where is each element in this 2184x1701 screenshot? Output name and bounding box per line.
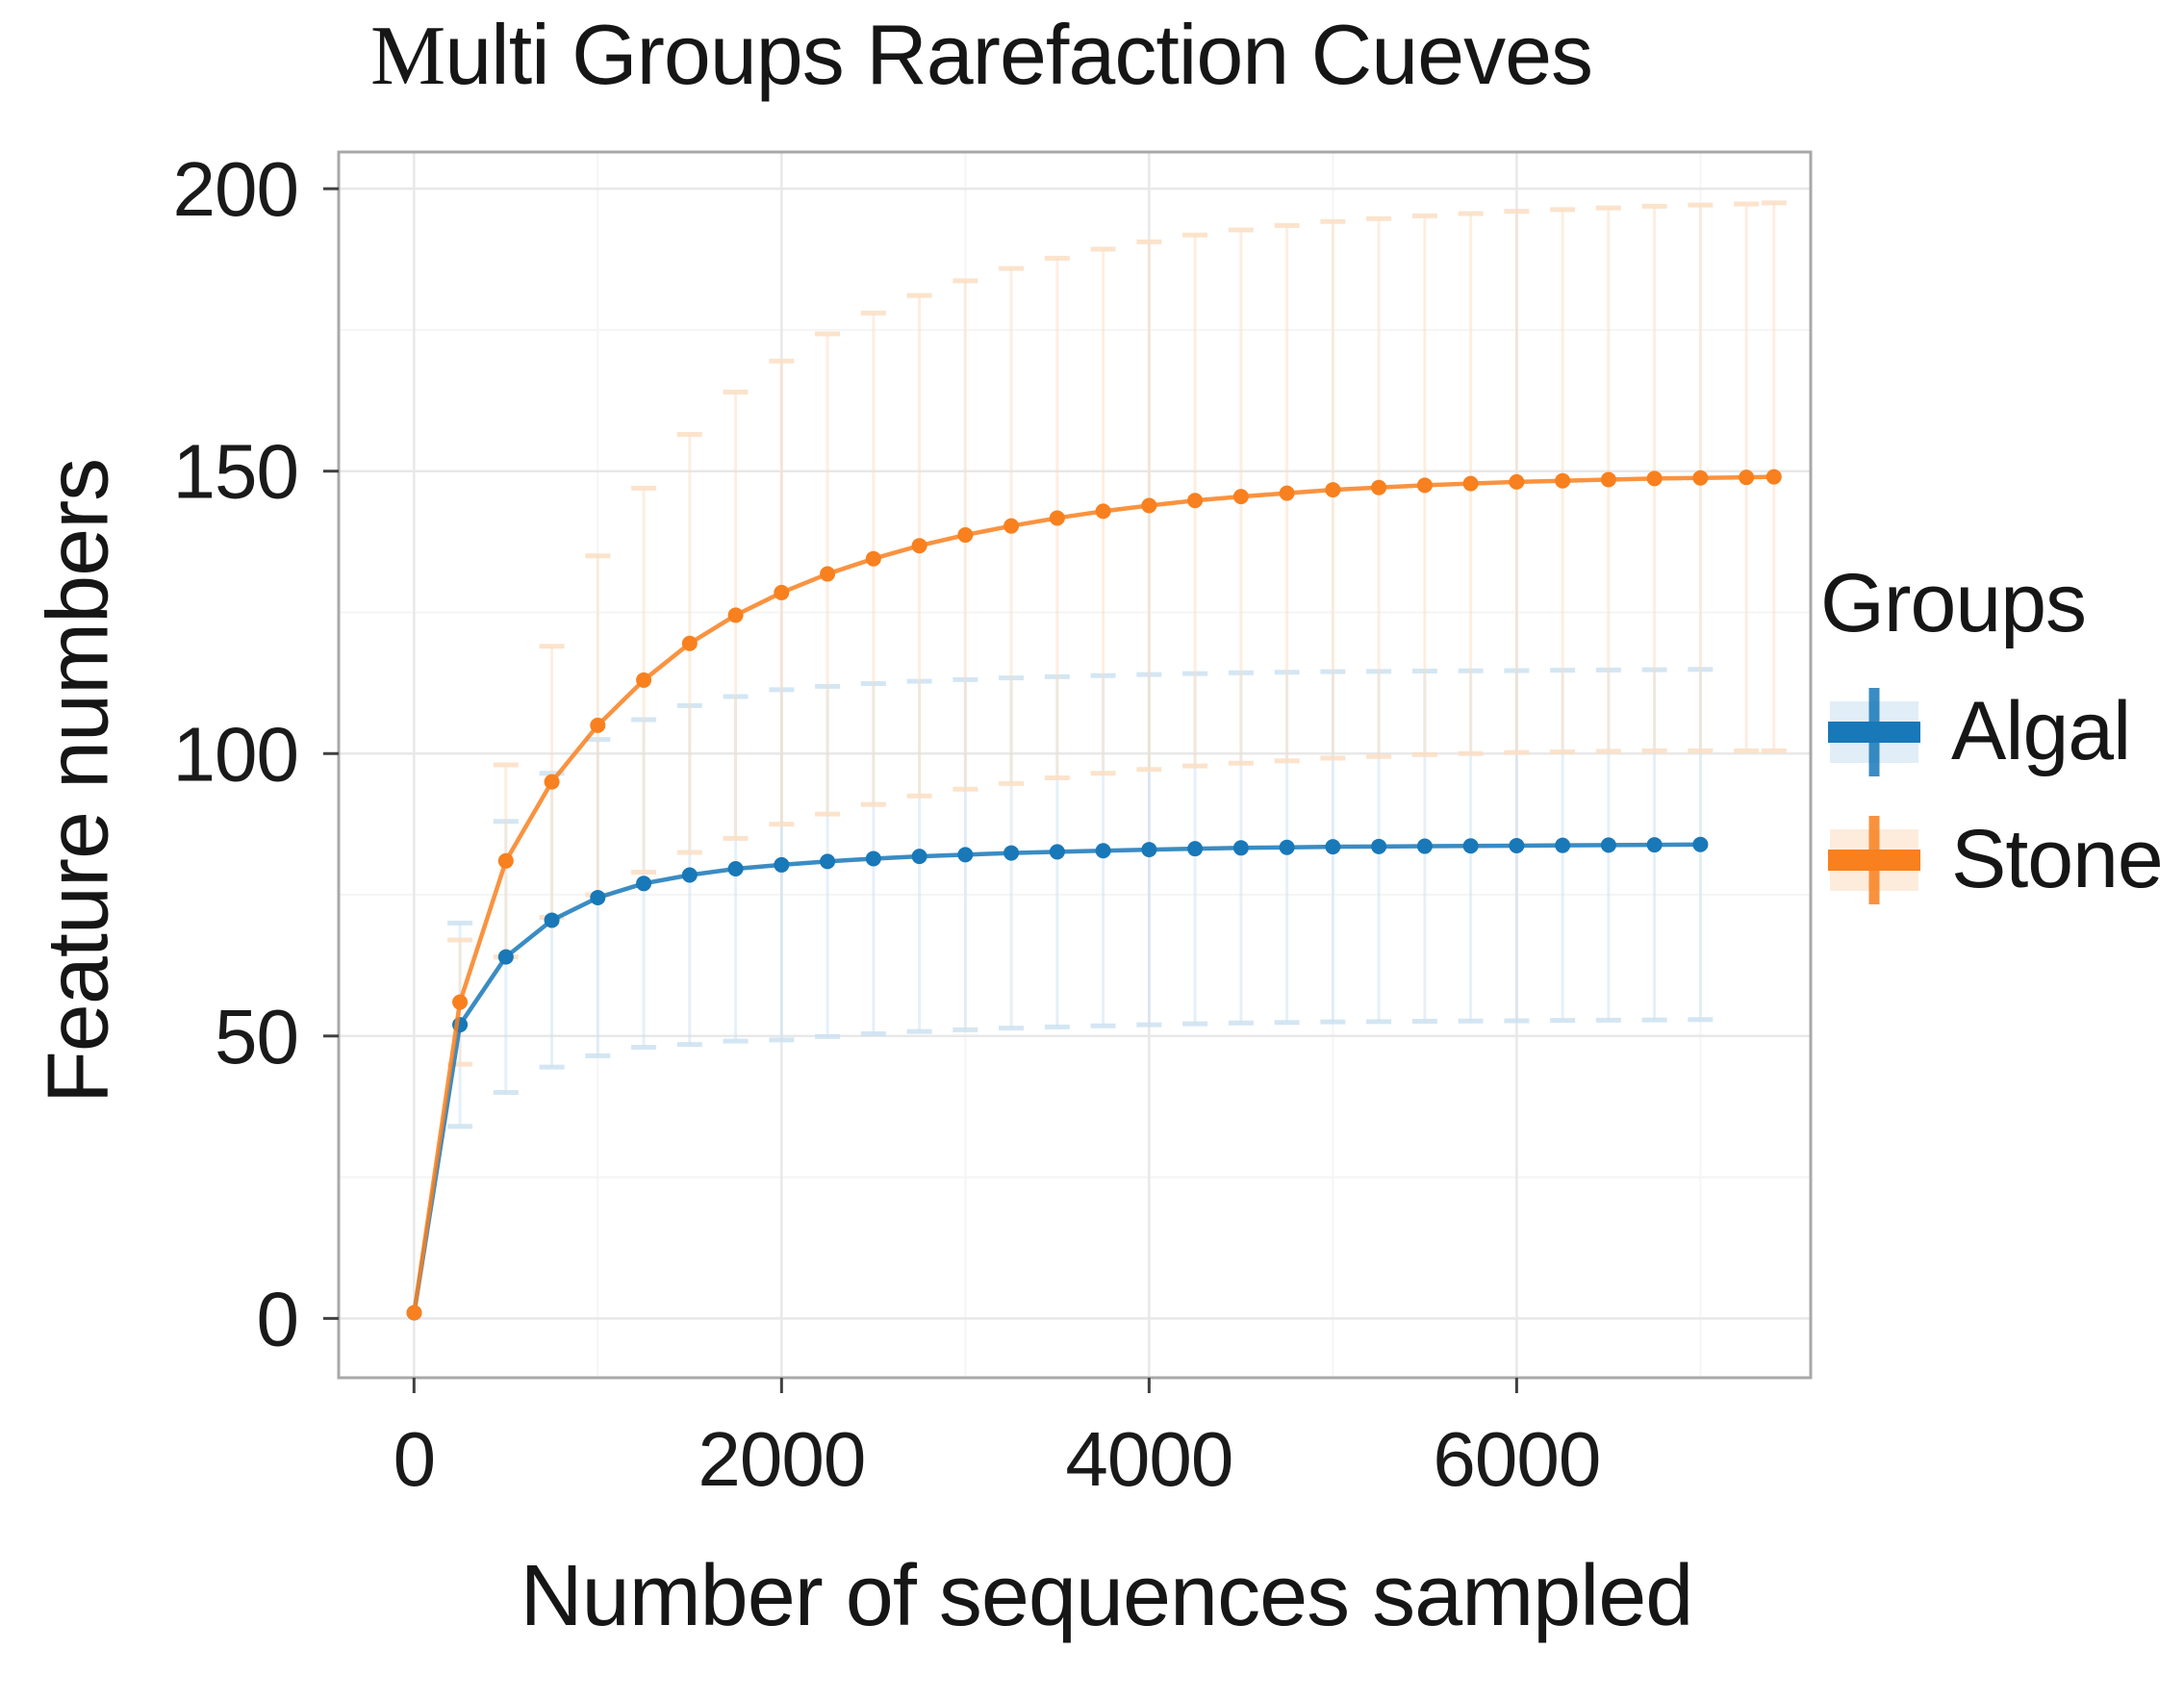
y-tick-label: 50 (215, 994, 298, 1079)
x-axis-title: Number of sequences sampled (520, 1548, 1694, 1644)
algal-points (406, 836, 1709, 1321)
chart-title-rest: ulti Groups Rarefaction Cueves (444, 7, 1593, 102)
x-tick-label: 6000 (1433, 1416, 1600, 1502)
algal-error-bars (447, 667, 1714, 1130)
y-tick-label: 200 (173, 146, 298, 232)
legend-item-stone: Stone (1820, 812, 2164, 907)
x-tick-label: 2000 (698, 1416, 865, 1502)
legend-item-label: Algal (1951, 685, 2131, 777)
legend-title: Groups (1820, 557, 2087, 649)
chart-title-first-letter: M (369, 10, 445, 103)
x-tick-label: 0 (394, 1416, 436, 1502)
y-axis-ticks: 0 50 100 150 200 (173, 146, 339, 1361)
y-tick-label: 100 (173, 711, 298, 797)
x-tick-label: 4000 (1065, 1416, 1232, 1502)
y-axis-title: Feature numbers (30, 458, 127, 1104)
legend: Groups Algal Stone (1820, 556, 2164, 907)
chart-title: Multi Groups Rarefaction Cueves (369, 6, 1593, 105)
stone-key-icon (1828, 815, 1920, 904)
x-axis-ticks: 0 2000 4000 6000 (394, 1378, 1601, 1502)
y-tick-label: 0 (257, 1276, 299, 1361)
panel-border (337, 150, 1813, 1380)
legend-item-algal: Algal (1820, 684, 2163, 779)
grid-minor (339, 152, 1811, 1378)
stone-points (406, 469, 1782, 1321)
stone-error-bars (447, 200, 1787, 1067)
legend-item-label: Stone (1951, 813, 2164, 905)
algal-key-icon (1828, 687, 1920, 776)
grid-major (339, 152, 1811, 1378)
y-tick-label: 150 (173, 429, 298, 515)
